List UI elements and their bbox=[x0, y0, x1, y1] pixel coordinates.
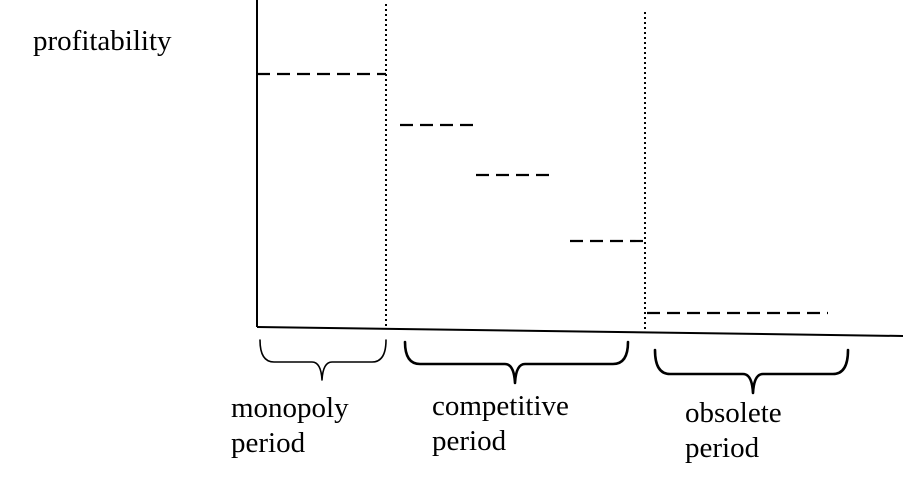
y-axis-label: profitability bbox=[33, 25, 172, 57]
x-axis bbox=[256, 326, 904, 337]
monopoly-period-brace bbox=[259, 339, 387, 381]
obsolete-period-label-line2: period bbox=[685, 432, 760, 464]
monopoly-period-label-line2: period bbox=[231, 427, 306, 459]
competitive-period-label: competitive period bbox=[432, 389, 569, 459]
monopoly-period-label-line1: monopoly bbox=[231, 392, 349, 424]
obsolete-period-label: obsolete period bbox=[685, 396, 782, 466]
obsolete-period-brace bbox=[653, 348, 850, 395]
competitive-period-brace bbox=[403, 340, 630, 385]
obsolete-period-label-line1: obsolete bbox=[685, 397, 782, 429]
monopoly-period-label: monopoly period bbox=[231, 391, 349, 461]
competitive-period-label-line2: period bbox=[432, 425, 507, 457]
competitive-period-label-line1: competitive bbox=[432, 390, 569, 422]
